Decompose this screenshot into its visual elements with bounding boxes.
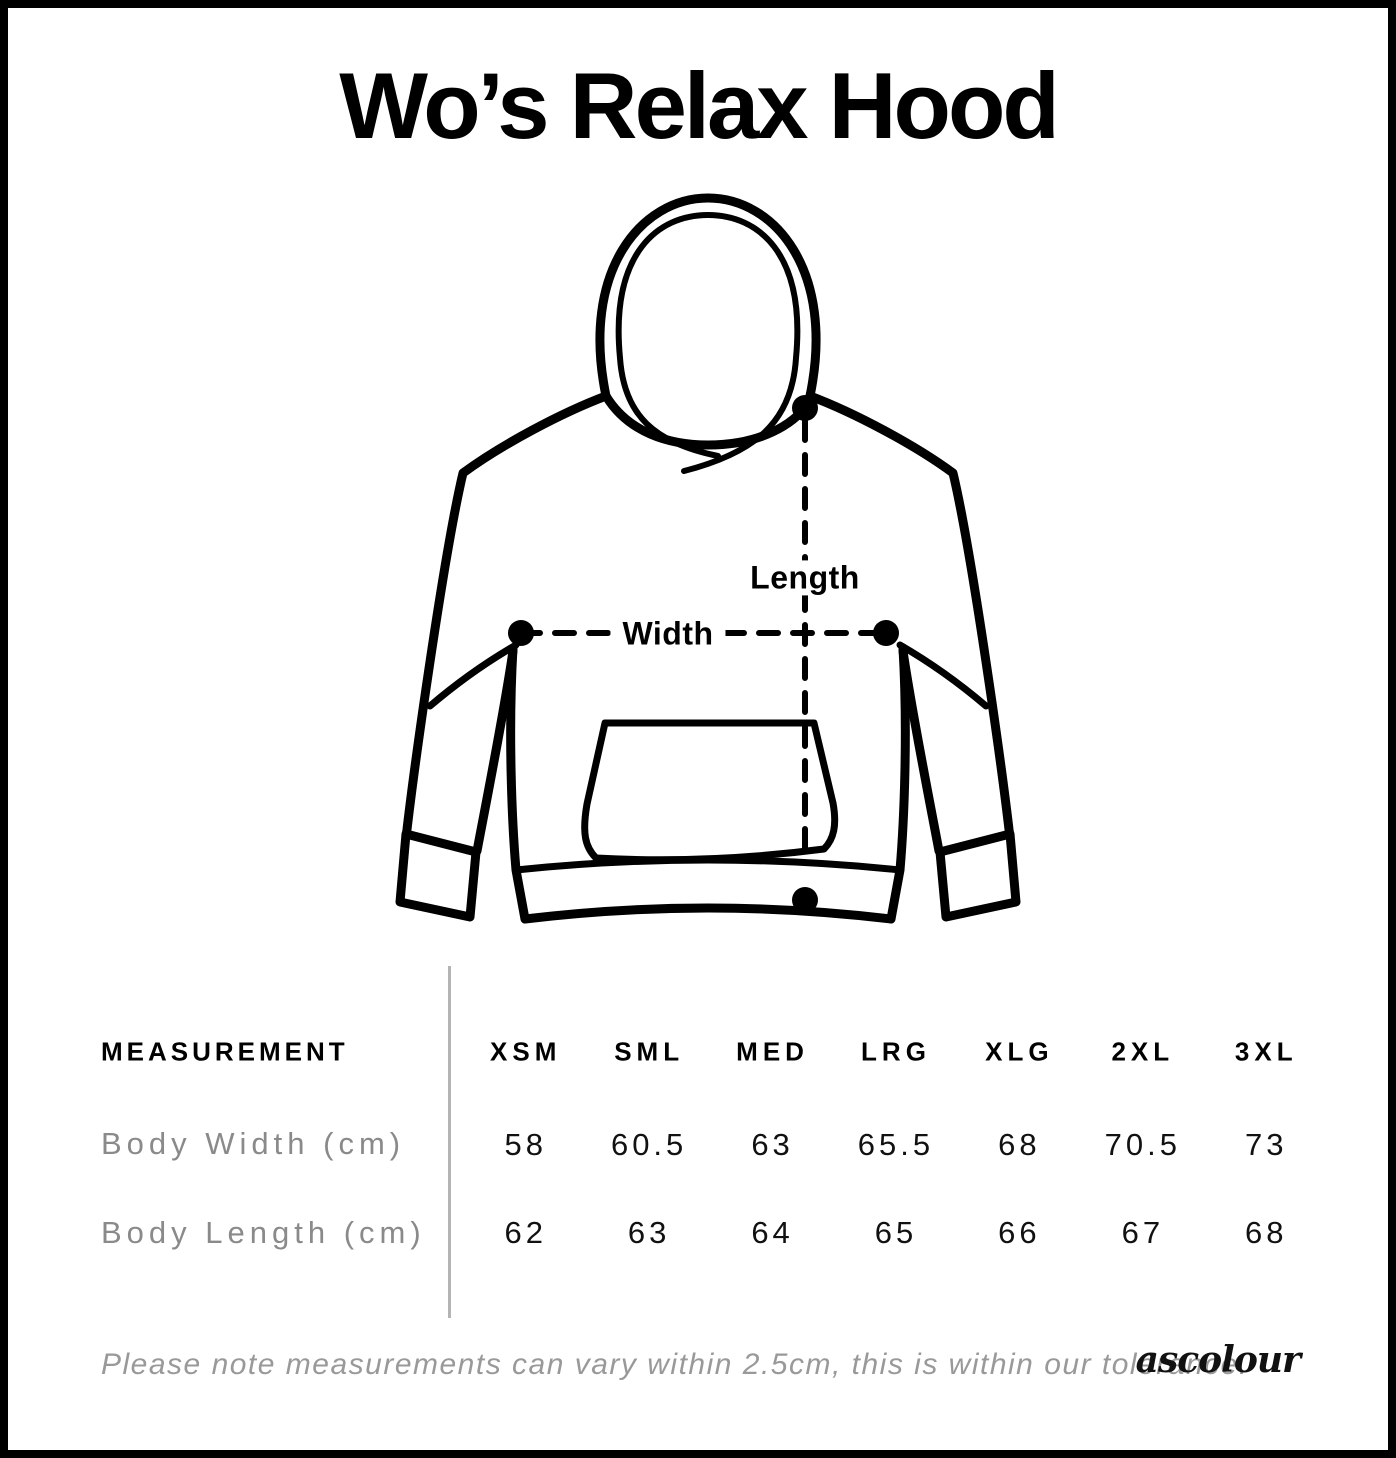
- body-length-value-xsm: 62: [504, 1215, 547, 1250]
- hood-outer-outline: [595, 193, 821, 401]
- product-title: Wo’s Relax Hood: [339, 53, 1060, 158]
- hood-collar: [601, 391, 810, 450]
- hood-inner-rim: [615, 212, 801, 361]
- body-width-value-sml: 60.5: [610, 1127, 688, 1162]
- left-sleeve-outline: [401, 391, 611, 843]
- tolerance-note: Please note measurements can vary within…: [101, 1348, 1249, 1381]
- width-point-left: [508, 620, 534, 646]
- row-label-body-length: Body Length (cm): [101, 1215, 426, 1250]
- body-width-value-med: 63: [751, 1127, 794, 1162]
- body-length-value-2xl: 67: [1121, 1215, 1165, 1250]
- body-left-edge: [506, 643, 530, 924]
- right-sleeve-outline: [805, 391, 1015, 843]
- width-label: Width: [610, 616, 726, 652]
- body-length-value-med: 64: [751, 1215, 794, 1250]
- body-length-value-3xl: 68: [1245, 1215, 1288, 1250]
- size-column-header-xlg: XLG: [985, 1036, 1054, 1067]
- measurement-column-header: MEASUREMENT: [101, 1036, 349, 1067]
- width-point-right: [873, 620, 899, 646]
- body-width-value-2xl: 70.5: [1104, 1127, 1181, 1162]
- body-width-value-3xl: 73: [1245, 1127, 1288, 1162]
- size-column-header-3xl: 3XL: [1234, 1036, 1298, 1067]
- kangaroo-pocket: [581, 719, 839, 864]
- hem-band-bottom: [520, 903, 896, 924]
- length-point-top: [792, 395, 818, 421]
- size-column-header-lrg: LRG: [861, 1036, 931, 1067]
- brand-logo: ascolour: [1135, 1339, 1301, 1381]
- hood-left-flap: [617, 355, 721, 459]
- left-underarm-seam: [426, 641, 520, 710]
- body-width-value-lrg: 65.5: [857, 1127, 935, 1162]
- length-point-bottom: [792, 887, 818, 913]
- hoodie-sketch: [395, 193, 1021, 924]
- hood-right-flap: [681, 355, 799, 474]
- size-column-header-med: MED: [736, 1036, 809, 1067]
- hoodie-diagram: Width Length: [356, 183, 1060, 973]
- left-cuff: [395, 829, 481, 922]
- size-column-header-sml: SML: [614, 1036, 685, 1067]
- row-label-body-width: Body Width (cm): [101, 1126, 406, 1161]
- body-right-edge: [886, 643, 910, 924]
- length-label: Length: [742, 560, 868, 596]
- body-length-value-sml: 63: [627, 1215, 671, 1250]
- right-underarm-seam: [896, 641, 990, 710]
- body-width-row: 58 60.5 63 65.5 68 70.5 73: [464, 1127, 1328, 1163]
- size-header-row: XSM SML MED LRG XLG 2XL 3XL: [464, 1037, 1328, 1068]
- table-divider: [448, 966, 451, 1318]
- body-length-value-lrg: 65: [874, 1215, 918, 1250]
- body-width-value-xsm: 58: [504, 1127, 547, 1162]
- size-column-header-2xl: 2XL: [1111, 1036, 1175, 1067]
- body-width-value-xlg: 68: [998, 1127, 1041, 1162]
- body-length-row: 62 63 64 65 66 67 68: [464, 1215, 1328, 1251]
- right-cuff: [935, 829, 1021, 922]
- size-column-header-xsm: XSM: [490, 1036, 562, 1067]
- body-length-value-xlg: 66: [998, 1215, 1041, 1250]
